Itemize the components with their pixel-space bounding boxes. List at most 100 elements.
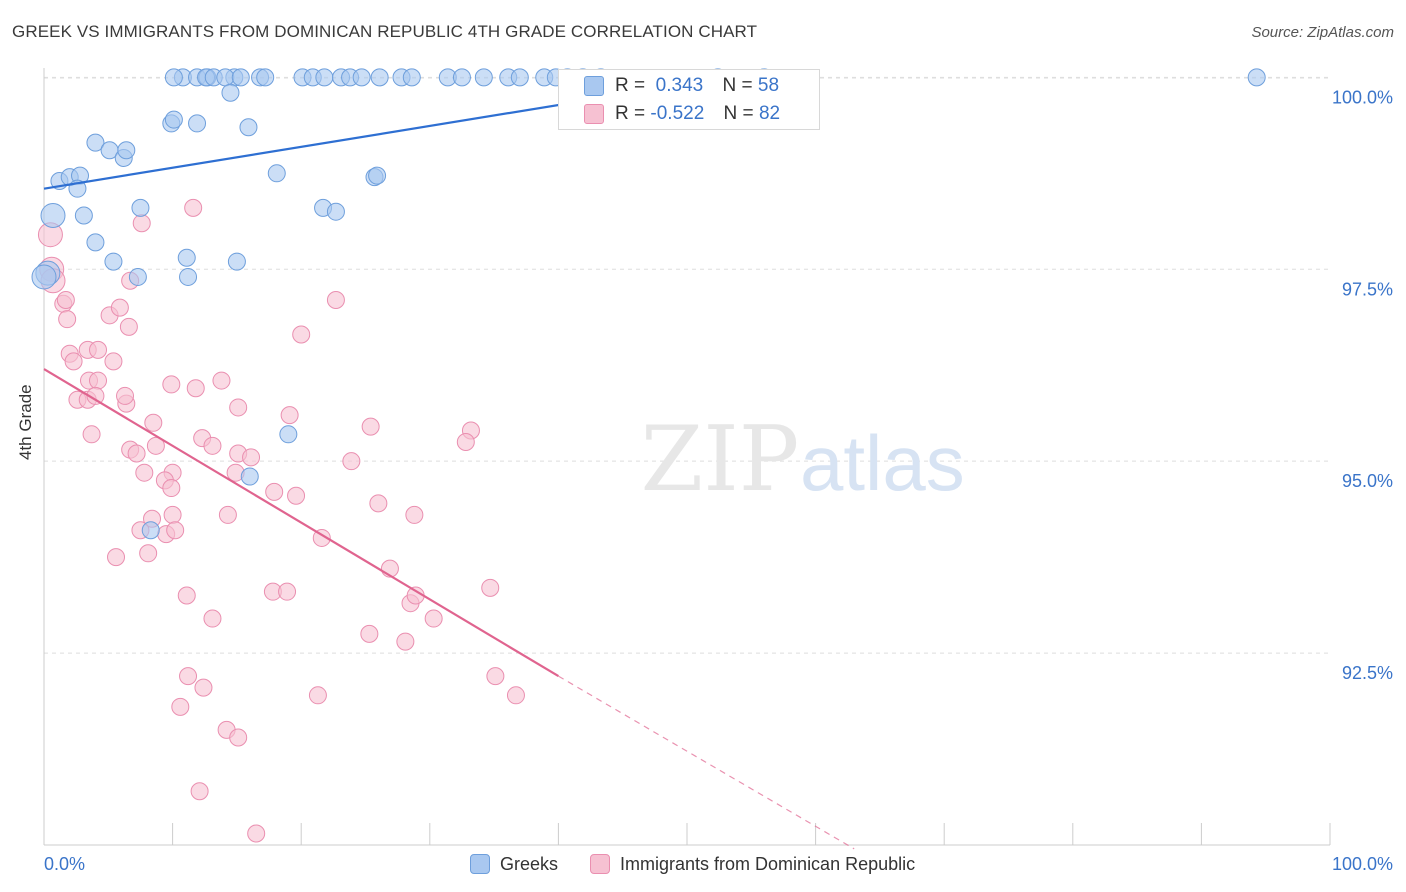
dominican-point bbox=[203, 609, 222, 628]
dominican-trend-line bbox=[43, 368, 559, 678]
dominican-point bbox=[369, 494, 388, 513]
greeks-point bbox=[74, 206, 93, 225]
greeks-point bbox=[164, 110, 183, 129]
dominican-point bbox=[292, 325, 311, 344]
dominican-point bbox=[247, 824, 266, 843]
dominican-point bbox=[107, 548, 126, 567]
r-label: R = bbox=[615, 75, 646, 96]
greeks-point bbox=[326, 202, 345, 221]
greeks-point bbox=[179, 267, 198, 286]
dominican-point bbox=[116, 386, 135, 405]
dominican-point bbox=[56, 290, 75, 309]
greeks-point bbox=[231, 68, 250, 87]
greeks-point bbox=[239, 118, 258, 137]
dominican-point bbox=[110, 298, 129, 317]
watermark-zip: ZIP bbox=[641, 407, 800, 512]
greeks-point bbox=[315, 68, 334, 87]
y-tick-label: 92.5% bbox=[1342, 663, 1393, 683]
greeks-point bbox=[128, 267, 147, 286]
legend-label-dominican: Immigrants from Dominican Republic bbox=[620, 853, 916, 874]
chart-legend: Greeks Immigrants from Dominican Republi… bbox=[470, 852, 947, 876]
dominican-point bbox=[179, 667, 198, 686]
dominican-swatch bbox=[584, 104, 604, 124]
dominican-point bbox=[163, 505, 182, 524]
y-tick-label: 97.5% bbox=[1342, 279, 1393, 299]
greeks-point bbox=[510, 68, 529, 87]
greeks-swatch bbox=[584, 76, 604, 96]
dominican-point bbox=[190, 782, 209, 801]
dominican-point bbox=[203, 436, 222, 455]
greeks-point bbox=[221, 83, 240, 102]
legend-label-greeks: Greeks bbox=[500, 853, 559, 874]
greeks-point bbox=[117, 141, 136, 160]
correlation-legend-box: R = 0.343 N = 58 R = -0.522 N = 82 bbox=[558, 69, 820, 130]
greeks-point bbox=[86, 133, 105, 152]
x-tick-label-max: 100.0% bbox=[1332, 854, 1393, 874]
dominican-point bbox=[486, 667, 505, 686]
legend-item-dominican: Immigrants from Dominican Republic bbox=[590, 854, 915, 875]
greeks-point bbox=[368, 166, 387, 185]
dominican-point bbox=[184, 198, 203, 217]
series-greeks bbox=[31, 68, 1266, 540]
greeks-point bbox=[370, 68, 389, 87]
source-label: Source: ZipAtlas.com bbox=[1251, 24, 1394, 41]
y-tick-label: 100.0% bbox=[1332, 87, 1393, 107]
dominican-trend-extension bbox=[558, 675, 855, 850]
greeks-point bbox=[267, 164, 286, 183]
n-label: N = bbox=[723, 103, 754, 124]
n-value: 82 bbox=[758, 103, 781, 124]
legend-swatch-greeks bbox=[470, 854, 490, 874]
dominican-point bbox=[265, 482, 284, 501]
dominican-point bbox=[361, 417, 380, 436]
watermark-atlas: atlas bbox=[800, 419, 965, 507]
dominican-point bbox=[326, 290, 345, 309]
r-label: R = bbox=[615, 103, 646, 124]
greeks-point bbox=[164, 68, 183, 87]
greeks-point bbox=[40, 203, 66, 229]
dominican-point bbox=[132, 214, 151, 233]
dominican-point bbox=[218, 505, 237, 524]
dominican-point bbox=[104, 352, 123, 371]
greeks-point bbox=[279, 425, 298, 444]
dominican-point bbox=[64, 352, 83, 371]
greeks-point bbox=[188, 114, 207, 133]
greeks-point bbox=[131, 198, 150, 217]
greeks-point bbox=[452, 68, 471, 87]
dominican-point bbox=[360, 624, 379, 643]
chart-title: GREEK VS IMMIGRANTS FROM DOMINICAN REPUB… bbox=[12, 22, 758, 41]
dominican-point bbox=[506, 686, 525, 705]
dominican-point bbox=[146, 436, 165, 455]
dominican-point bbox=[127, 444, 146, 463]
dominican-point bbox=[89, 371, 108, 390]
y-tick-label: 95.0% bbox=[1342, 471, 1393, 491]
dominican-point bbox=[342, 452, 361, 471]
dominican-point bbox=[82, 425, 101, 444]
dominican-point bbox=[162, 479, 181, 498]
dominican-point bbox=[194, 678, 213, 697]
dominican-point bbox=[186, 379, 205, 398]
dominican-point bbox=[280, 406, 299, 425]
dominican-point bbox=[58, 310, 77, 329]
gridlines bbox=[44, 76, 1330, 654]
dominican-point bbox=[162, 375, 181, 394]
dominican-point bbox=[144, 413, 163, 432]
series-dominican-republic bbox=[37, 198, 525, 843]
y-tick-labels: 92.5% 95.0% 97.5% 100.0% bbox=[1332, 87, 1393, 683]
dominican-point bbox=[177, 586, 196, 605]
legend-swatch-dominican bbox=[590, 854, 611, 874]
r-value: -0.522 bbox=[650, 103, 705, 124]
dominican-point bbox=[287, 486, 306, 505]
correlation-row-greeks: R = 0.343 N = 58 bbox=[559, 72, 819, 100]
dominican-point bbox=[481, 578, 500, 597]
greeks-point bbox=[256, 68, 275, 87]
greeks-point bbox=[141, 521, 160, 540]
greeks-point bbox=[352, 68, 371, 87]
dominican-point bbox=[396, 632, 415, 651]
dominican-point bbox=[229, 728, 248, 747]
greeks-point bbox=[474, 68, 493, 87]
n-label: N = bbox=[722, 75, 753, 96]
dominican-point bbox=[242, 448, 261, 467]
greeks-point bbox=[402, 68, 421, 87]
dominican-point bbox=[89, 340, 108, 359]
